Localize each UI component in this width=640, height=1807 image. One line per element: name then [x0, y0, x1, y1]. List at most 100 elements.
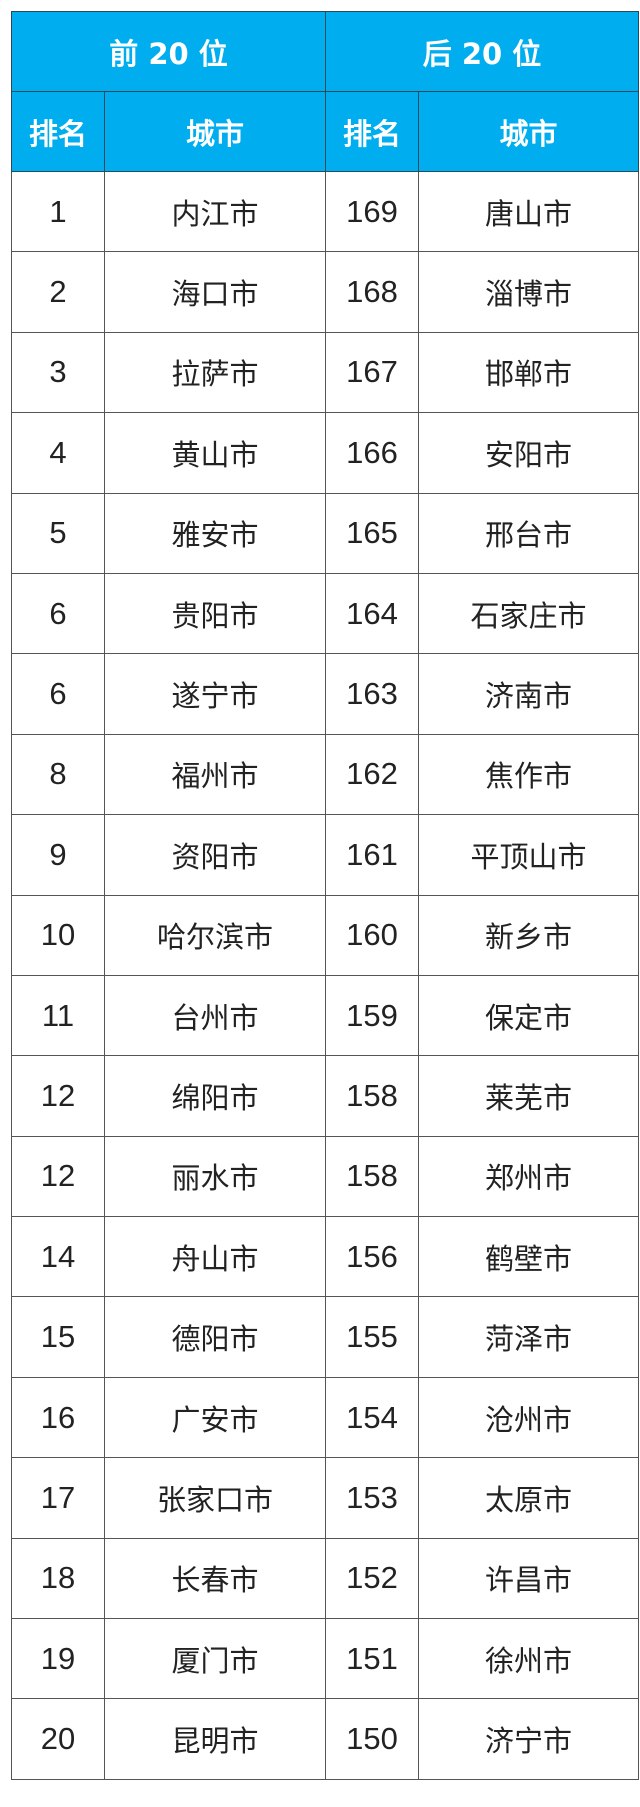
table-row: 9 资阳市 161 平顶山市: [11, 814, 639, 896]
bottom-rank-cell: 154: [325, 1376, 419, 1459]
bottom-rank-cell: 158: [325, 1055, 419, 1137]
table-row: 12 绵阳市 158 莱芜市: [11, 1055, 639, 1137]
top-rank-cell: 20: [11, 1698, 105, 1780]
top-city-cell: 内江市: [104, 170, 326, 253]
bottom-rank-cell: 151: [325, 1618, 419, 1700]
table-row: 11 台州市 159 保定市: [11, 974, 639, 1057]
top-city-cell: 贵阳市: [104, 572, 326, 655]
bottom-city-cell: 邯郸市: [418, 331, 639, 414]
top-city-cell: 福州市: [104, 733, 326, 816]
table-row: 4 黄山市 166 安阳市: [11, 412, 639, 494]
group-header-row: 前 20 位 后 20 位: [11, 11, 639, 92]
top-rank-cell: 3: [11, 331, 105, 414]
table-row: 6 遂宁市 163 济南市: [11, 653, 639, 735]
table-row: 17 张家口市 153 太原市: [11, 1457, 639, 1539]
bottom-city-cell: 郑州市: [418, 1135, 639, 1218]
top-city-cell: 丽水市: [104, 1135, 326, 1218]
table-row: 3 拉萨市 167 邯郸市: [11, 331, 639, 414]
bottom-city-cell: 淄博市: [418, 251, 639, 333]
bottom-rank-cell: 152: [325, 1537, 419, 1620]
top-rank-cell: 17: [11, 1457, 105, 1539]
bottom-rank-cell: 166: [325, 412, 419, 494]
bottom-rank-cell: 159: [325, 974, 419, 1057]
top-rank-cell: 1: [11, 170, 105, 253]
bottom-rank-cell: 161: [325, 814, 419, 896]
table-row: 20 昆明市 150 济宁市: [11, 1698, 639, 1780]
bottom-rank-cell: 158: [325, 1135, 419, 1218]
table-row: 6 贵阳市 164 石家庄市: [11, 572, 639, 655]
table-row: 14 舟山市 156 鹤壁市: [11, 1216, 639, 1298]
column-header-row: 排名 城市 排名 城市: [11, 91, 639, 172]
bottom-city-cell: 鹤壁市: [418, 1216, 639, 1298]
bottom-rank-cell: 163: [325, 653, 419, 735]
top-city-cell: 黄山市: [104, 412, 326, 494]
top-rank-cell: 14: [11, 1216, 105, 1298]
top-city-cell: 台州市: [104, 974, 326, 1057]
top-rank-cell: 12: [11, 1055, 105, 1137]
bottom-city-cell: 莱芜市: [418, 1055, 639, 1137]
bottom-city-cell: 保定市: [418, 974, 639, 1057]
table-row: 10 哈尔滨市 160 新乡市: [11, 894, 639, 976]
table-row: 16 广安市 154 沧州市: [11, 1376, 639, 1459]
table-row: 5 雅安市 165 邢台市: [11, 492, 639, 574]
bottom-rank-cell: 150: [325, 1698, 419, 1780]
top-city-cell: 资阳市: [104, 814, 326, 896]
bottom-city-cell: 沧州市: [418, 1376, 639, 1459]
city-header: 城市: [418, 91, 639, 172]
bottom-city-cell: 平顶山市: [418, 814, 639, 896]
bottom-rank-cell: 160: [325, 894, 419, 976]
top-rank-cell: 9: [11, 814, 105, 896]
top-rank-cell: 16: [11, 1376, 105, 1459]
bottom-rank-cell: 155: [325, 1296, 419, 1378]
bottom-city-cell: 济南市: [418, 653, 639, 735]
top-city-cell: 拉萨市: [104, 331, 326, 414]
bottom-rank-cell: 164: [325, 572, 419, 655]
top-city-cell: 张家口市: [104, 1457, 326, 1539]
top-rank-cell: 15: [11, 1296, 105, 1378]
bottom-city-cell: 安阳市: [418, 412, 639, 494]
top-city-cell: 哈尔滨市: [104, 894, 326, 976]
top-city-cell: 昆明市: [104, 1698, 326, 1780]
city-ranking-table: 前 20 位 后 20 位 排名 城市 排名 城市 1 内江市 169 唐山市 2 海口市…: [11, 11, 639, 1780]
bottom-city-cell: 唐山市: [418, 170, 639, 253]
bottom-city-cell: 石家庄市: [418, 572, 639, 655]
top-rank-cell: 10: [11, 894, 105, 976]
bottom-rank-cell: 156: [325, 1216, 419, 1298]
table-row: 15 德阳市 155 菏泽市: [11, 1296, 639, 1378]
table-row: 12 丽水市 158 郑州市: [11, 1135, 639, 1218]
rank-header: 排名: [11, 91, 105, 172]
bottom-rank-cell: 162: [325, 733, 419, 816]
top-city-cell: 雅安市: [104, 492, 326, 574]
bottom-rank-cell: 168: [325, 251, 419, 333]
city-header: 城市: [104, 91, 326, 172]
table-row: 18 长春市 152 许昌市: [11, 1537, 639, 1620]
top-rank-cell: 6: [11, 572, 105, 655]
table-row: 2 海口市 168 淄博市: [11, 251, 639, 333]
bottom-city-cell: 焦作市: [418, 733, 639, 816]
top-city-cell: 遂宁市: [104, 653, 326, 735]
top-city-cell: 长春市: [104, 1537, 326, 1620]
top-rank-cell: 4: [11, 412, 105, 494]
bottom-rank-cell: 153: [325, 1457, 419, 1539]
top-city-cell: 海口市: [104, 251, 326, 333]
bottom-rank-cell: 169: [325, 170, 419, 253]
bottom-city-cell: 济宁市: [418, 1698, 639, 1780]
top-rank-cell: 19: [11, 1618, 105, 1700]
top-city-cell: 厦门市: [104, 1618, 326, 1700]
top-city-cell: 舟山市: [104, 1216, 326, 1298]
top-city-cell: 广安市: [104, 1376, 326, 1459]
top-city-cell: 德阳市: [104, 1296, 326, 1378]
table-row: 1 内江市 169 唐山市: [11, 170, 639, 253]
bottom-city-cell: 新乡市: [418, 894, 639, 976]
top-rank-cell: 2: [11, 251, 105, 333]
top-rank-cell: 6: [11, 653, 105, 735]
bottom-city-cell: 菏泽市: [418, 1296, 639, 1378]
bottom-rank-cell: 165: [325, 492, 419, 574]
top-rank-cell: 18: [11, 1537, 105, 1620]
bottom-city-cell: 许昌市: [418, 1537, 639, 1620]
table-row: 19 厦门市 151 徐州市: [11, 1618, 639, 1700]
table-row: 8 福州市 162 焦作市: [11, 733, 639, 816]
bottom-city-cell: 徐州市: [418, 1618, 639, 1700]
top-rank-cell: 11: [11, 974, 105, 1057]
top-rank-cell: 12: [11, 1135, 105, 1218]
